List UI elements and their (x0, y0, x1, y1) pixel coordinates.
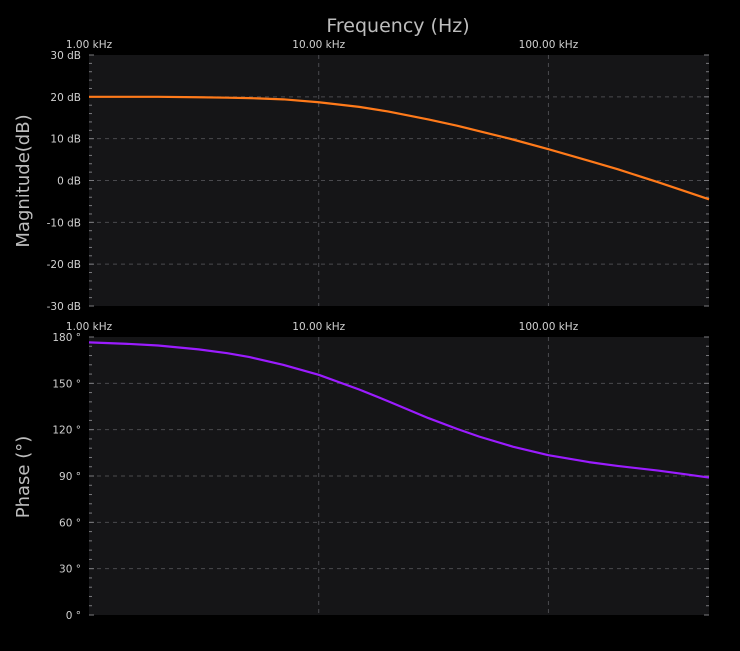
y-tick-label: 0 dB (57, 176, 81, 188)
magnitude-series-line (89, 95, 710, 201)
magnitude-grid (89, 55, 709, 306)
magnitude-x-tick-labels: 1.00 kHz 10.00 kHz 100.00 kHz (66, 39, 579, 51)
x-tick-label: 100.00 kHz (519, 321, 579, 333)
phase-minor-ticks (89, 336, 709, 616)
y-tick-label: 90 ° (59, 471, 81, 483)
chart-title: Frequency (Hz) (326, 15, 469, 37)
phase-y-axis-label: Phase (°) (13, 436, 34, 519)
magnitude-panel: 30 dB 20 dB 10 dB 0 dB -10 dB -20 dB -30 dB 1.… (13, 39, 710, 313)
y-tick-label: 30 dB (50, 50, 81, 62)
x-tick-label: 1.00 kHz (66, 321, 113, 333)
phase-x-tick-labels: 1.00 kHz 10.00 kHz 100.00 kHz (66, 321, 579, 333)
magnitude-y-axis-label: Magnitude(dB) (13, 114, 34, 247)
y-tick-label: 0 ° (66, 610, 81, 622)
y-tick-label: 60 ° (59, 517, 81, 529)
y-tick-label: 20 dB (50, 92, 81, 104)
magnitude-plot-area (89, 55, 709, 306)
y-tick-label: -20 dB (47, 259, 81, 271)
phase-series-line (88, 341, 710, 479)
y-tick-label: 180 ° (52, 332, 81, 344)
phase-plot-area (89, 337, 709, 615)
phase-grid (89, 337, 709, 615)
phase-y-tick-labels: 180 ° 150 ° 120 ° 90 ° 60 ° 30 ° 0 ° (52, 332, 81, 622)
x-tick-label: 1.00 kHz (66, 39, 113, 51)
x-tick-label: 10.00 kHz (292, 39, 345, 51)
x-tick-label: 10.00 kHz (292, 321, 345, 333)
y-tick-label: -30 dB (47, 301, 81, 313)
y-tick-label: 10 dB (50, 134, 81, 146)
magnitude-y-tick-labels: 30 dB 20 dB 10 dB 0 dB -10 dB -20 dB -30 dB (47, 50, 81, 313)
x-tick-label: 100.00 kHz (519, 39, 579, 51)
phase-panel: 180 °150 °120 °90 °60 °30 °0 ° 1.00 kHz 1… (13, 321, 710, 622)
y-tick-label: -10 dB (47, 217, 81, 229)
y-tick-label: 30 ° (59, 564, 81, 576)
y-tick-label: 150 ° (52, 378, 81, 390)
magnitude-minor-ticks (89, 54, 709, 307)
y-tick-label: 120 ° (52, 425, 81, 437)
